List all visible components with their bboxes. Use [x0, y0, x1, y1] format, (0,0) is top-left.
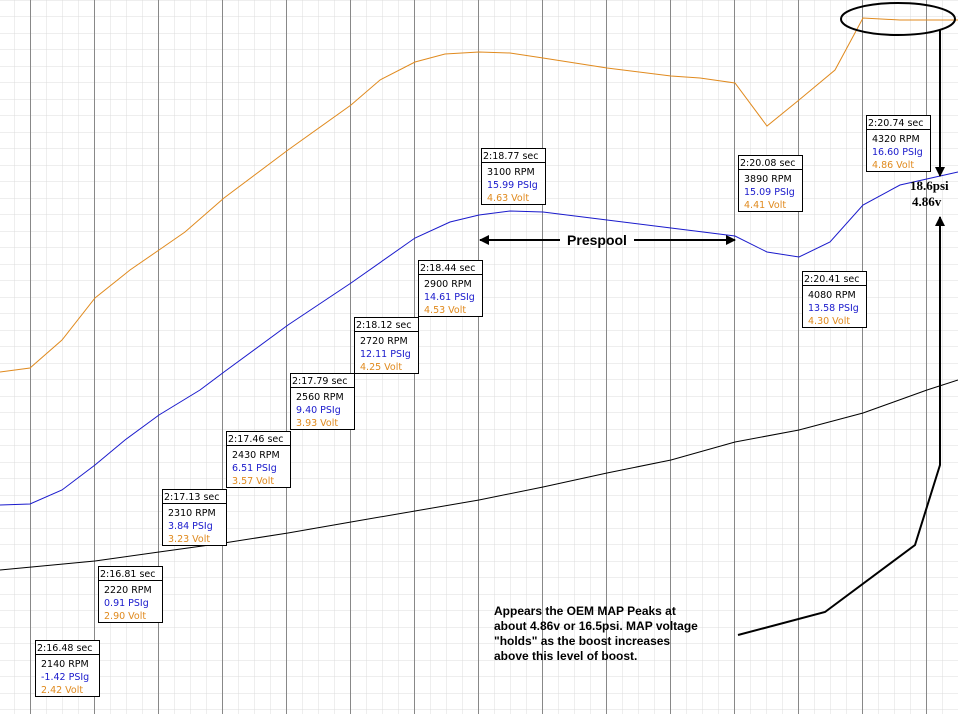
readout-box: 2:16.48 sec 2140 RPM -1.42 PSIg 2.42 Volt: [35, 640, 100, 697]
readout-psi: 6.51 PSIg: [232, 463, 277, 474]
readout-time: 2:17.13 sec: [164, 492, 219, 503]
readout-volt: 4.63 Volt: [487, 193, 529, 204]
readout-psi: 3.84 PSIg: [168, 521, 213, 532]
note-line: Appears the OEM MAP Peaks at: [494, 604, 676, 618]
peak-psi: 18.6psi: [910, 178, 949, 193]
readout-box: 2:18.12 sec 2720 RPM 12.11 PSIg 4.25 Volt: [354, 317, 419, 374]
readout-volt: 2.42 Volt: [41, 685, 83, 696]
readout-frame: [802, 271, 867, 328]
readout-time: 2:16.48 sec: [37, 643, 92, 654]
readout-psi: -1.42 PSIg: [41, 672, 89, 683]
readout-frame: [354, 317, 419, 374]
readout-frame: [481, 148, 546, 205]
readout-rpm: 3100 RPM: [487, 167, 535, 178]
readout-time: 2:17.79 sec: [292, 376, 347, 387]
readout-rpm: 2430 RPM: [232, 450, 280, 461]
readout-rpm: 2220 RPM: [104, 585, 152, 596]
readout-rpm: 2900 RPM: [424, 279, 472, 290]
readout-box: 2:18.44 sec 2900 RPM 14.61 PSIg 4.53 Volt: [418, 260, 483, 317]
readout-volt: 3.23 Volt: [168, 534, 210, 545]
note-line: "holds" as the boost increases: [494, 634, 670, 648]
readout-frame: [418, 260, 483, 317]
readout-time: 2:20.08 sec: [740, 158, 795, 169]
readout-psi: 15.99 PSIg: [487, 180, 538, 191]
readout-frame: [738, 155, 803, 212]
note-line: about 4.86v or 16.5psi. MAP voltage: [494, 619, 698, 633]
readout-rpm: 2560 RPM: [296, 392, 344, 403]
readout-rpm: 4320 RPM: [872, 134, 920, 145]
readout-box: 2:17.46 sec 2430 RPM 6.51 PSIg 3.57 Volt: [226, 431, 291, 488]
readout-time: 2:20.41 sec: [804, 274, 859, 285]
note-line: above this level of boost.: [494, 649, 637, 663]
readout-volt: 4.86 Volt: [872, 160, 914, 171]
readout-frame: [866, 115, 931, 172]
readout-time: 2:18.77 sec: [483, 151, 538, 162]
readout-time: 2:17.46 sec: [228, 434, 283, 445]
readout-psi: 9.40 PSIg: [296, 405, 341, 416]
readout-rpm: 2310 RPM: [168, 508, 216, 519]
readout-volt: 4.25 Volt: [360, 362, 402, 373]
readout-box: 2:20.08 sec 3890 RPM 15.09 PSIg 4.41 Volt: [738, 155, 803, 212]
major-grid: [30, 0, 927, 714]
readout-psi: 0.91 PSIg: [104, 598, 149, 609]
readout-box: 2:20.41 sec 4080 RPM 13.58 PSIg 4.30 Volt: [802, 271, 867, 328]
readout-rpm: 3890 RPM: [744, 174, 792, 185]
readout-frame: [98, 566, 163, 623]
arrow-up: [737, 216, 945, 636]
readout-box: 2:18.77 sec 3100 RPM 15.99 PSIg 4.63 Volt: [481, 148, 546, 205]
readout-volt: 4.30 Volt: [808, 316, 850, 327]
psi-trace: [0, 171, 958, 506]
readout-time: 2:18.12 sec: [356, 320, 411, 331]
readout-frame: [162, 489, 227, 546]
peak-volt: 4.86v: [912, 194, 942, 209]
readout-box: 2:20.74 sec 4320 RPM 16.60 PSIg 4.86 Volt: [866, 115, 931, 172]
readout-frame: [35, 640, 100, 697]
peak-ellipse: [840, 2, 956, 36]
readout-time: 2:20.74 sec: [868, 118, 923, 129]
readout-frame: [290, 373, 355, 430]
readout-box: 2:16.81 sec 2220 RPM 0.91 PSIg 2.90 Volt: [98, 566, 163, 623]
rpm-trace: [0, 379, 958, 571]
readout-psi: 12.11 PSIg: [360, 349, 411, 360]
readout-volt: 2.90 Volt: [104, 611, 146, 622]
readout-rpm: 4080 RPM: [808, 290, 856, 301]
readout-box: 2:17.79 sec 2560 RPM 9.40 PSIg 3.93 Volt: [290, 373, 355, 430]
readout-psi: 13.58 PSIg: [808, 303, 859, 314]
readout-volt: 3.93 Volt: [296, 418, 338, 429]
readout-rpm: 2140 RPM: [41, 659, 89, 670]
readout-rpm: 2720 RPM: [360, 336, 408, 347]
readout-time: 2:18.44 sec: [420, 263, 475, 274]
readout-time: 2:16.81 sec: [100, 569, 155, 580]
readout-psi: 16.60 PSIg: [872, 147, 923, 158]
readout-box: 2:17.13 sec 2310 RPM 3.84 PSIg 3.23 Volt: [162, 489, 227, 546]
readout-volt: 4.41 Volt: [744, 200, 786, 211]
readout-volt: 3.57 Volt: [232, 476, 274, 487]
readout-frame: [226, 431, 291, 488]
readout-psi: 14.61 PSIg: [424, 292, 475, 303]
readout-volt: 4.53 Volt: [424, 305, 466, 316]
prespool-label: Prespool: [567, 232, 627, 248]
readout-psi: 15.09 PSIg: [744, 187, 795, 198]
volt-trace: [0, 17, 958, 373]
